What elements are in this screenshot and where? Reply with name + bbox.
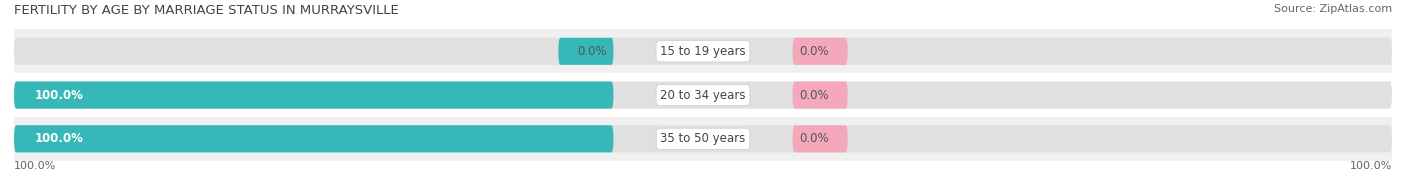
FancyBboxPatch shape	[14, 38, 1392, 65]
Text: 0.0%: 0.0%	[800, 132, 830, 145]
Text: FERTILITY BY AGE BY MARRIAGE STATUS IN MURRAYSVILLE: FERTILITY BY AGE BY MARRIAGE STATUS IN M…	[14, 4, 399, 17]
FancyBboxPatch shape	[793, 82, 848, 109]
Text: 100.0%: 100.0%	[14, 161, 56, 171]
Text: 15 to 19 years: 15 to 19 years	[661, 45, 745, 58]
Text: 100.0%: 100.0%	[1350, 161, 1392, 171]
FancyBboxPatch shape	[14, 125, 613, 152]
Text: 35 to 50 years: 35 to 50 years	[661, 132, 745, 145]
Bar	[14, 73, 1392, 117]
FancyBboxPatch shape	[14, 125, 1392, 152]
Text: 100.0%: 100.0%	[35, 132, 83, 145]
Text: Source: ZipAtlas.com: Source: ZipAtlas.com	[1274, 4, 1392, 14]
Text: 0.0%: 0.0%	[800, 89, 830, 102]
Text: 0.0%: 0.0%	[800, 45, 830, 58]
FancyBboxPatch shape	[558, 38, 613, 65]
Text: 0.0%: 0.0%	[576, 45, 606, 58]
FancyBboxPatch shape	[14, 82, 613, 109]
FancyBboxPatch shape	[793, 38, 848, 65]
Text: 100.0%: 100.0%	[35, 89, 83, 102]
Bar	[14, 29, 1392, 73]
FancyBboxPatch shape	[14, 82, 1392, 109]
Text: 20 to 34 years: 20 to 34 years	[661, 89, 745, 102]
Bar	[14, 117, 1392, 161]
FancyBboxPatch shape	[793, 125, 848, 152]
